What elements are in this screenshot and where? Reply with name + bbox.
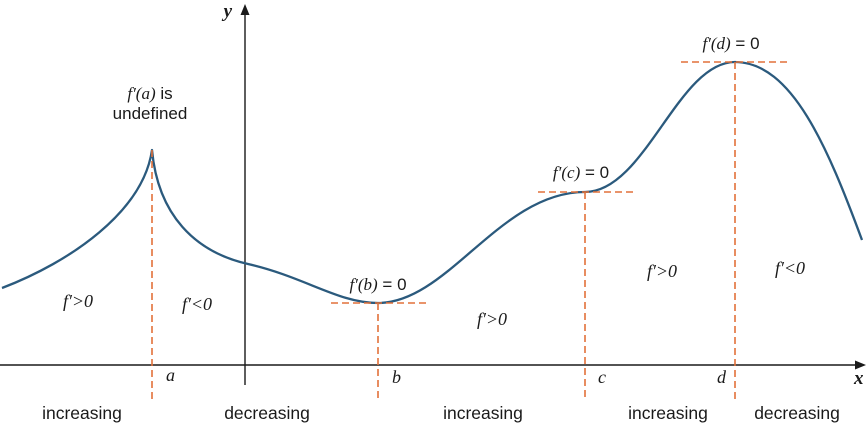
x-axis-label: x xyxy=(853,368,864,389)
annotation-b: f′(b) = 0 xyxy=(349,275,406,294)
dashed-guides xyxy=(151,61,791,399)
sign-label-2: f′<0 xyxy=(182,294,212,314)
x-axis-arrow-icon xyxy=(855,360,866,370)
y-axis-label: y xyxy=(222,1,233,22)
y-axis-arrow-icon xyxy=(240,4,250,15)
sign-label-5: f′<0 xyxy=(775,258,805,278)
interval-label-3: increasing xyxy=(443,403,523,423)
annotation-a: f′(a) is undefined xyxy=(113,84,188,123)
annotation-d: f′(d) = 0 xyxy=(702,34,759,53)
interval-label-4: increasing xyxy=(628,403,708,423)
point-label-c: c xyxy=(598,367,606,387)
point-label-b: b xyxy=(392,367,401,387)
annotation-c: f′(c) = 0 xyxy=(553,163,609,182)
sign-label-4: f′>0 xyxy=(647,261,677,281)
point-label-d: d xyxy=(717,367,727,387)
sign-label-3: f′>0 xyxy=(477,309,507,329)
text-labels: a f′(a) is undefined b f′(b) = 0 c f′(c) = 0 d f… xyxy=(42,34,840,423)
point-label-a: a xyxy=(166,365,175,385)
interval-label-5: decreasing xyxy=(754,403,840,423)
axes: y x xyxy=(0,1,866,389)
interval-label-1: increasing xyxy=(42,403,122,423)
sign-label-1: f′>0 xyxy=(63,291,93,311)
interval-label-2: decreasing xyxy=(224,403,310,423)
